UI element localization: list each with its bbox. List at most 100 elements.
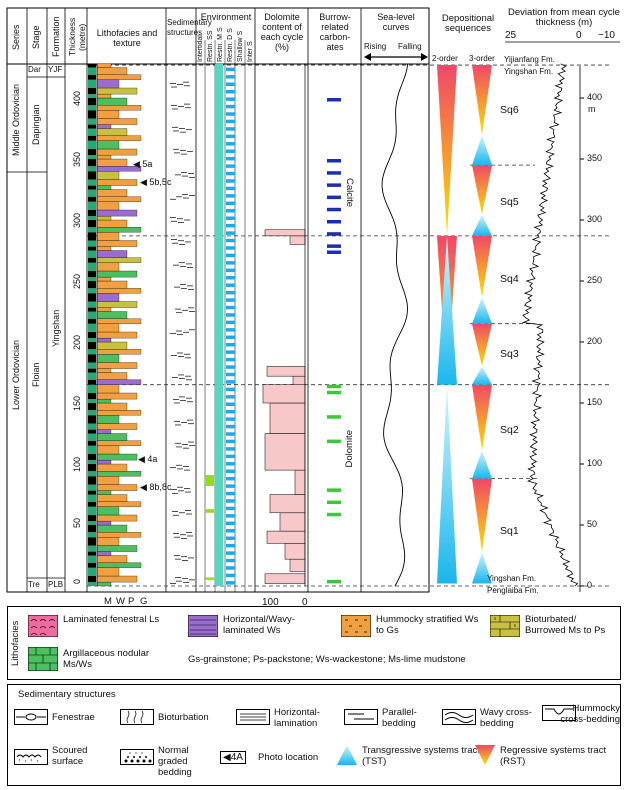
bed-marker [88, 293, 96, 302]
dolomite-bar [279, 512, 306, 532]
calcite-burrow-bar [327, 195, 341, 200]
rst-3order [472, 384, 492, 451]
sedimentary-legend-title: Sedimentary structures [18, 689, 116, 700]
lithology-bed [96, 63, 112, 68]
env-bar [226, 209, 235, 213]
bed-marker [88, 288, 96, 294]
bed-marker [88, 532, 96, 538]
sequence-label: Sq4 [500, 272, 519, 285]
env-bar [226, 216, 235, 220]
lithology-bed [96, 415, 120, 424]
bed-marker [88, 342, 96, 350]
bed-marker [88, 471, 96, 477]
lithology-bed [96, 433, 128, 441]
deviation-tick-label: 400 [587, 92, 603, 102]
tst-3order [472, 214, 492, 236]
dolomite-axis-100: 100 [262, 597, 279, 608]
thickness-tick-label: 400 [72, 91, 82, 107]
calcite-burrow-bar [327, 250, 341, 254]
env-bar [226, 581, 235, 585]
bed-marker [88, 476, 96, 485]
deviation-tick-label: 50 [587, 519, 598, 529]
bed-marker [88, 240, 96, 247]
deviation-axis-label: −10 [598, 30, 615, 41]
bed-marker [88, 250, 96, 258]
header-formation: Formation [51, 16, 61, 58]
calcite-burrow-bar [327, 171, 341, 175]
rst-3order [472, 235, 492, 298]
dolomite-bar [266, 366, 306, 377]
env-bar [226, 328, 235, 332]
bed-marker [88, 415, 96, 424]
bed-marker [88, 220, 96, 228]
env-bar [226, 558, 235, 563]
sed-item-photo-location: Photo location [258, 752, 319, 763]
bed-marker [88, 525, 96, 533]
bed-marker [88, 501, 96, 507]
lithology-bed [96, 318, 142, 324]
env-bar [226, 521, 235, 526]
bed-marker [88, 262, 96, 271]
lithology-bed [96, 209, 138, 217]
thickness-tick-label: 350 [72, 152, 82, 168]
bed-marker [88, 514, 96, 522]
bed-marker [88, 453, 96, 461]
header-deviation: Deviation from mean cycle thickness (m) [508, 7, 620, 28]
bed-marker [88, 582, 96, 586]
lithology-bed [96, 301, 138, 308]
bed-marker [88, 392, 96, 400]
env-bar [226, 536, 235, 540]
bed-marker [88, 87, 96, 95]
env-bar [226, 275, 235, 280]
lithology-bed [96, 331, 138, 339]
bed-marker [88, 179, 96, 186]
dolomite-bar [269, 494, 306, 514]
env-bar [226, 231, 235, 235]
lithology-bed [96, 276, 112, 282]
lithology-bed [96, 362, 138, 369]
dolomite-burrow-bar [327, 500, 341, 505]
env-column-label: Restri. SS [207, 30, 214, 62]
bed-marker [88, 545, 96, 552]
lithology-bed [96, 463, 128, 472]
bed-marker [88, 399, 96, 403]
bed-marker [88, 331, 96, 339]
header-depositional: Depositional sequences [441, 13, 495, 34]
thickness-tick-label: 0 [72, 579, 82, 585]
env-bar [226, 439, 235, 444]
bed-marker [88, 445, 96, 454]
calcite-burrow-bar [327, 98, 341, 102]
env-bar [226, 194, 235, 198]
calcite-label: Calcite [344, 178, 355, 208]
lithology-bed [96, 410, 142, 416]
rst-triangle-icon [475, 745, 495, 765]
bed-marker [88, 368, 96, 373]
lithology-bed [96, 484, 138, 491]
bed-marker [88, 440, 96, 446]
lithology-bed [96, 545, 138, 552]
bed-marker [88, 128, 96, 136]
dolomite-burrow-bar [327, 439, 341, 444]
series-lower-ordovician: Lower Ordovician [11, 339, 21, 411]
env-column-label: Restri. D S [227, 28, 234, 62]
lithology-bed [96, 423, 138, 430]
env-bar [226, 342, 235, 347]
env-band-shallow [215, 63, 223, 586]
lithology-bed [96, 514, 138, 522]
formation-yingshan: Yingshan [51, 309, 61, 347]
env-bar [226, 469, 235, 473]
bed-marker [88, 484, 96, 491]
env-bar [226, 462, 235, 466]
bed-marker [88, 94, 96, 98]
header-thickness: Thickness (metre) [67, 17, 87, 57]
lithology-bed [96, 471, 142, 477]
header-dolomite: Dolomite content of each cycle (%) [260, 12, 304, 52]
bed-marker [88, 79, 96, 88]
lithology-bed [96, 196, 142, 202]
tst-2order [437, 384, 457, 584]
bed-marker [88, 148, 96, 156]
dolomite-bar [289, 558, 306, 572]
bed-marker [88, 551, 96, 556]
lithology-bed [96, 398, 112, 404]
env-bar [226, 484, 235, 488]
